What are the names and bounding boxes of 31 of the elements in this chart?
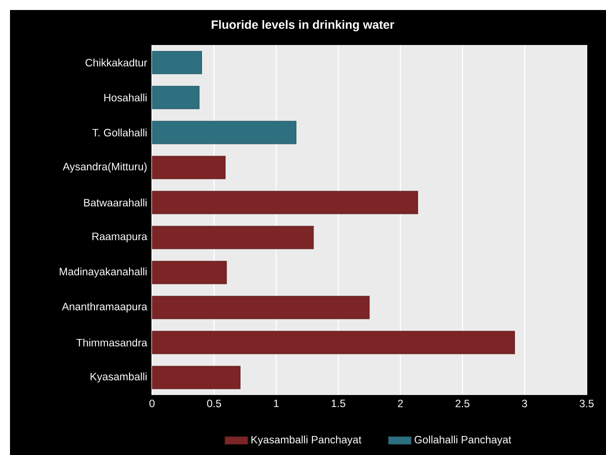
- y-tick-label: Ananthramaapura: [62, 302, 148, 312]
- x-tick-label: 1.5: [332, 400, 346, 408]
- y-tick-label: Aysandra(Mitturu): [62, 162, 147, 172]
- x-tick-label: 0.5: [207, 400, 222, 408]
- x-tick-label: 1: [274, 400, 279, 408]
- bar: [152, 260, 227, 284]
- y-tick-label: Kyasamballi: [90, 372, 147, 382]
- bar: [152, 366, 240, 390]
- bar: [152, 226, 314, 250]
- legend-label: Kyasamballi Panchayat: [251, 436, 362, 446]
- x-tick-label: 3.5: [580, 400, 594, 408]
- legend-label: Gollahalli Panchayat: [414, 436, 512, 446]
- y-tick-label: Thimmasandra: [76, 338, 148, 346]
- x-tick-label: 3: [522, 400, 528, 408]
- bar: [152, 86, 200, 110]
- bar: [152, 190, 418, 214]
- y-tick-label: Batwaarahalli: [84, 198, 147, 206]
- y-tick-label: T. Gollahalli: [92, 128, 147, 136]
- y-tick-label: Madinayakanahalli: [60, 268, 147, 278]
- y-tick-label: Hosahalli: [104, 94, 147, 102]
- bar: [152, 296, 370, 320]
- x-tick-label: 0: [149, 400, 155, 408]
- y-tick-label: Chikkakadtur: [86, 58, 148, 66]
- bar: [152, 156, 226, 180]
- chart-title: Fluoride levels in drinking water: [212, 20, 394, 32]
- bar: [152, 120, 296, 144]
- bar: [152, 330, 515, 354]
- x-tick-label: 2: [398, 400, 403, 408]
- x-tick-label: 2.5: [456, 400, 470, 408]
- y-tick-label: Raamapura: [92, 232, 148, 242]
- bar: [152, 50, 202, 74]
